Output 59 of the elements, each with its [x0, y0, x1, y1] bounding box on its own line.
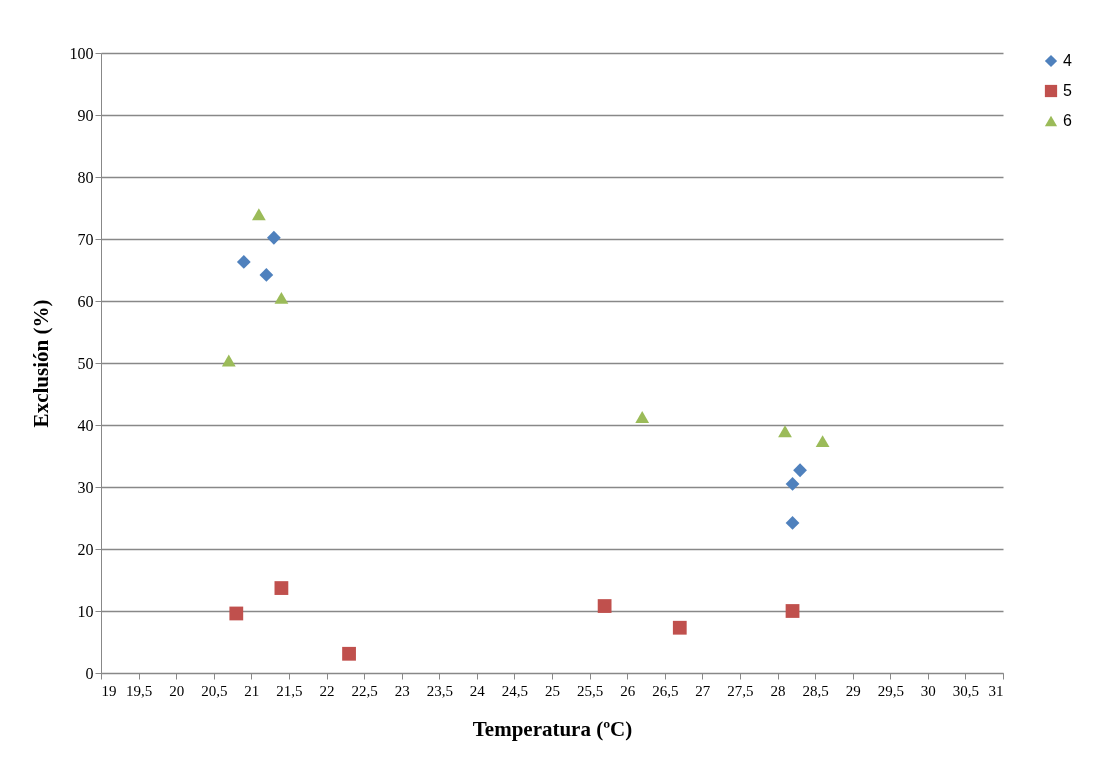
y-tick-label: 20 — [77, 540, 94, 558]
point — [672, 620, 687, 635]
point — [597, 599, 612, 613]
y-tick-label: 10 — [77, 602, 94, 620]
x-tick-label: 30,5 — [952, 682, 980, 699]
x-tick-label: 25 — [545, 682, 560, 699]
x-tick-label: 20,5 — [201, 682, 228, 699]
x-tick-label: 27 — [695, 682, 711, 699]
point — [221, 354, 236, 367]
x-tick-label: 30 — [920, 682, 936, 699]
point — [259, 268, 274, 282]
point — [785, 477, 800, 491]
y-tick-label: 40 — [77, 416, 94, 434]
x-axis-title: Temperatura (ºC) — [472, 716, 633, 741]
x-tick-label: 22,5 — [351, 682, 378, 699]
point — [236, 255, 251, 269]
legend-label: 6 — [1063, 112, 1072, 129]
y-tick-label: 90 — [77, 106, 94, 124]
legend-label: 4 — [1063, 52, 1072, 69]
x-tick-label: 28,5 — [802, 682, 829, 699]
x-tick-label: 26,5 — [652, 682, 679, 699]
x-tick-label: 25,5 — [576, 682, 604, 699]
y-tick-label: 100 — [69, 44, 94, 62]
y-tick-label: 70 — [77, 230, 94, 248]
point — [635, 410, 650, 423]
point — [785, 516, 800, 530]
x-tick-label: 21,5 — [276, 682, 303, 699]
x-tick-label: 26 — [620, 682, 636, 699]
legend-label: 5 — [1063, 82, 1072, 99]
x-tick-label: 19 — [101, 682, 117, 699]
x-tick-label: 21 — [244, 682, 260, 699]
point — [793, 463, 807, 478]
y-tick-label: 0 — [85, 664, 94, 682]
x-tick-label: 23,5 — [426, 682, 453, 699]
y-axis-title: Exclusión (%) — [28, 299, 53, 428]
point — [229, 606, 244, 621]
y-tick-label: 80 — [77, 168, 94, 186]
x-tick-label: 31 — [988, 682, 1004, 699]
x-tick-label: 24 — [469, 682, 486, 699]
x-tick-label: 29 — [845, 682, 861, 699]
point — [251, 208, 266, 221]
point — [342, 646, 356, 661]
point — [778, 425, 792, 438]
x-tick-label: 24,5 — [501, 682, 529, 699]
y-tick-label: 60 — [77, 292, 94, 310]
x-tick-label: 27,5 — [727, 682, 754, 699]
x-tick-label: 20 — [169, 682, 185, 699]
x-tick-label: 28 — [770, 682, 786, 699]
y-tick-label: 30 — [77, 478, 94, 496]
point — [785, 604, 800, 618]
x-tick-label: 22 — [319, 682, 335, 699]
point — [274, 581, 289, 595]
point — [274, 291, 289, 304]
point — [266, 230, 281, 245]
x-tick-label: 19,5 — [125, 682, 153, 699]
point — [815, 435, 830, 448]
y-tick-label: 50 — [77, 354, 94, 372]
x-tick-label: 23 — [394, 682, 410, 699]
x-tick-label: 29,5 — [877, 682, 904, 699]
